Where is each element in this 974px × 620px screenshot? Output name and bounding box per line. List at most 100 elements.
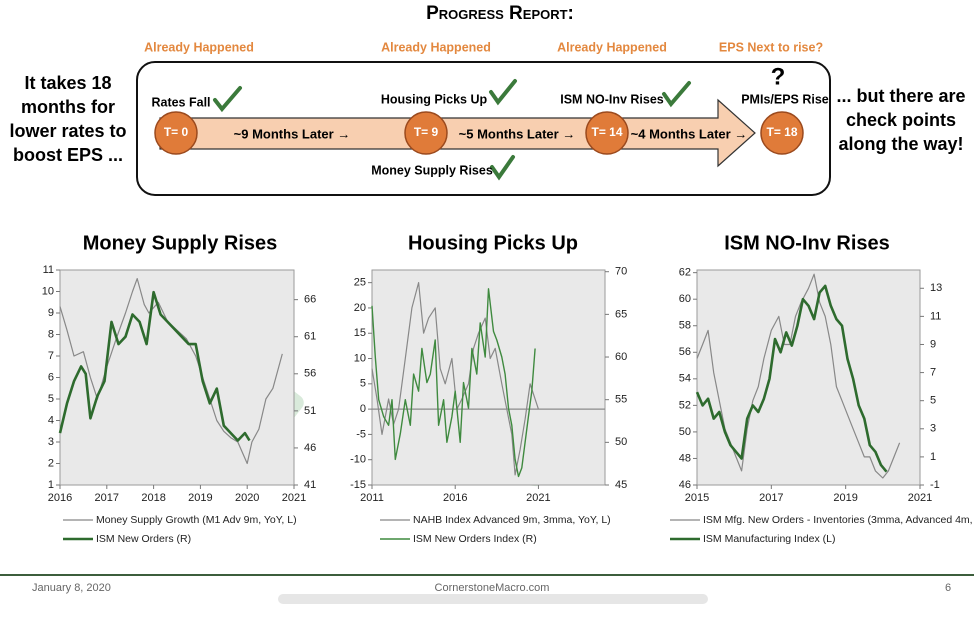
y2-tick-label: 5 [930, 395, 936, 407]
series-line [58, 290, 251, 442]
timeline-arrow [159, 98, 756, 168]
y-tick-label: 52 [679, 399, 691, 411]
x-tick-label: 2021 [908, 492, 932, 504]
y2-tick-label: 56 [304, 368, 316, 380]
scrollbar[interactable] [278, 594, 708, 604]
x-tick-label: 2021 [282, 492, 306, 504]
y-tick-label: 48 [679, 452, 691, 464]
x-tick-label: 2019 [188, 492, 212, 504]
outro-text: check points [846, 110, 956, 130]
footer-page: 6 [945, 582, 951, 594]
y2-tick-label: 51 [304, 405, 316, 417]
y-tick-label: 1 [48, 479, 54, 491]
legend-label: ISM Mfg. New Orders - Inventories (3mma,… [703, 514, 974, 526]
y2-tick-label: 55 [615, 394, 627, 406]
stage-status: EPS Next to rise? [719, 40, 823, 54]
x-tick-label: 2015 [685, 492, 709, 504]
outro-text: along the way! [838, 134, 963, 154]
intro-text: months for [21, 97, 115, 117]
checkmarks [213, 79, 691, 181]
y2-tick-label: 66 [304, 294, 316, 306]
y2-tick-label: 60 [615, 351, 627, 363]
y-tick-label: 3 [48, 436, 54, 448]
stage-label: PMIs/EPS Rise [741, 92, 829, 106]
y-tick-label: 25 [354, 277, 366, 289]
intro-text: It takes 18 [24, 73, 111, 93]
y-tick-label: 46 [679, 479, 691, 491]
chart-title: Housing Picks Up [408, 232, 578, 254]
y-tick-label: 10 [42, 285, 54, 297]
y-tick-label: 50 [679, 426, 691, 438]
legend-label: ISM New Orders (R) [96, 533, 191, 545]
outro-text: ... but there are [836, 86, 965, 106]
y2-tick-label: 70 [615, 266, 627, 278]
stage-label: ISM NO-Inv Rises [560, 92, 664, 106]
y-tick-label: 2 [48, 457, 54, 469]
y2-tick-label: 3 [930, 423, 936, 435]
stage-marker-label: T= 9 [414, 125, 439, 139]
x-tick-label: 2021 [526, 492, 550, 504]
y-tick-label: 7 [48, 350, 54, 362]
intro-text: lower rates to [9, 121, 126, 141]
y-tick-label: 54 [679, 373, 691, 385]
checkmark [490, 155, 515, 181]
stage-marker [585, 111, 629, 155]
y-tick-label: 5 [360, 378, 366, 390]
x-tick-label: 2018 [141, 492, 165, 504]
stage-marker [154, 111, 198, 155]
y2-tick-label: 11 [930, 310, 941, 322]
y-tick-label: 56 [679, 346, 691, 358]
y-tick-label: 60 [679, 293, 691, 305]
y2-tick-label: 9 [930, 338, 936, 350]
y2-tick-label: 61 [304, 331, 316, 343]
x-tick-label: 2016 [443, 492, 467, 504]
interval-label: ~4 Months Later → [631, 126, 748, 141]
checkmark [489, 79, 517, 106]
y-tick-label: -15 [350, 479, 366, 491]
stage-status: Already Happened [557, 40, 667, 54]
stage-marker-label: T= 0 [164, 125, 189, 139]
y-tick-label: 58 [679, 320, 691, 332]
checkmark [213, 86, 242, 113]
below-label: Money Supply Rises [371, 163, 493, 177]
checkmark [662, 81, 691, 108]
interval-label: ~5 Months Later → [459, 126, 576, 141]
y2-tick-label: 45 [615, 479, 627, 491]
footer-date: January 8, 2020 [32, 582, 111, 594]
y-tick-label: 0 [360, 403, 366, 415]
y-tick-label: 6 [48, 371, 54, 383]
interval-label: ~9 Months Later → [234, 126, 351, 141]
plot-area [371, 269, 606, 486]
stage-status: Already Happened [144, 40, 254, 54]
y2-tick-label: 7 [930, 366, 936, 378]
footer-site: CornerstoneMacro.com [435, 582, 550, 594]
x-tick-label: 2020 [235, 492, 259, 504]
legend-label: ISM New Orders Index (R) [413, 533, 537, 545]
legend-label: NAHB Index Advanced 9m, 3mma, YoY, L) [413, 514, 611, 526]
series-line [371, 288, 536, 478]
y-tick-label: 9 [48, 307, 54, 319]
slide-title: Progress Report: [426, 3, 574, 24]
plot-area [59, 269, 295, 486]
stage-marker-label: T= 14 [591, 125, 622, 139]
stage-marker [760, 111, 804, 155]
chart-title: Money Supply Rises [83, 232, 278, 254]
y2-tick-label: 1 [930, 451, 936, 463]
y2-tick-label: 50 [615, 436, 627, 448]
legend-label: Money Supply Growth (M1 Adv 9m, YoY, L) [96, 514, 297, 526]
question-mark: ? [771, 63, 786, 90]
stage-label: Rates Fall [151, 95, 210, 109]
y-tick-label: 15 [354, 327, 366, 339]
y2-tick-label: -1 [930, 479, 940, 491]
plot-area [696, 269, 921, 486]
chart-title: ISM NO-Inv Rises [724, 232, 890, 254]
y2-tick-label: 13 [930, 282, 942, 294]
series-line [371, 282, 539, 476]
y2-tick-label: 65 [615, 308, 627, 320]
x-tick-label: 2016 [48, 492, 72, 504]
y-tick-label: 5 [48, 393, 54, 405]
intro-text: boost EPS ... [13, 145, 123, 165]
y-tick-label: 62 [679, 267, 691, 279]
y-tick-label: -5 [356, 428, 366, 440]
